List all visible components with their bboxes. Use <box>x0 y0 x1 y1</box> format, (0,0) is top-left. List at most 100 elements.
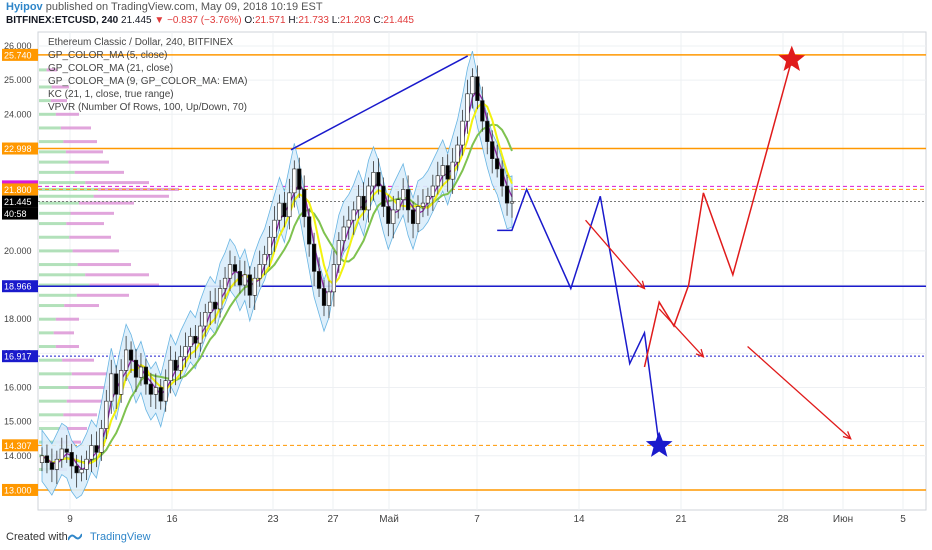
candle-body <box>321 288 327 306</box>
vpvr-down-bar <box>60 126 91 130</box>
legend-vpvr[interactable]: VPVR (Number Of Rows, 100, Up/Down, 70) <box>48 102 247 113</box>
publish-header: Hyipov published on TradingView.com, May… <box>6 1 323 15</box>
candle-body <box>401 189 406 200</box>
vpvr-up-bar <box>39 249 73 253</box>
candle-body <box>430 185 435 197</box>
candle-body <box>114 373 119 395</box>
vpvr-up-bar <box>39 112 56 116</box>
price-level-label-bg <box>2 142 38 155</box>
vpvr-up-bar <box>39 386 69 389</box>
vpvr-up-bar <box>39 293 77 297</box>
vpvr-down-bar <box>72 249 119 253</box>
author-name[interactable]: Hyipov <box>6 1 43 13</box>
candle-body <box>64 448 69 453</box>
x-tick-label: 5 <box>900 514 906 525</box>
red-arrow-head <box>636 280 646 290</box>
candle-body <box>316 271 322 289</box>
vpvr-up-bar <box>39 273 86 277</box>
candle-body <box>133 359 139 378</box>
ohlc-close-label: C: <box>373 15 384 26</box>
ohlc-high: 21.733 <box>298 15 329 26</box>
vpvr-down-bar <box>63 140 97 144</box>
tradingview-link[interactable]: TradingView <box>90 531 151 543</box>
symbol-header: BITFINEX:ETCUSD, 240 21.445 ▼ −0.837 (−3… <box>6 15 414 28</box>
candle-body <box>376 172 381 187</box>
candle-body <box>312 243 317 272</box>
vpvr-down-bar <box>85 181 149 185</box>
vpvr-down-bar <box>64 304 99 308</box>
vpvr-up-bar <box>39 222 67 226</box>
ohlc-open: 21.571 <box>254 15 286 26</box>
candle-body <box>272 219 277 238</box>
vpvr-up-bar <box>39 160 69 164</box>
red-arrow-head <box>842 431 852 440</box>
candle-body <box>292 168 297 194</box>
candle-body <box>237 271 242 286</box>
candle-body <box>326 291 332 306</box>
candle-body <box>222 277 228 289</box>
candle-body <box>148 383 153 395</box>
candle-body <box>257 264 262 279</box>
candle-body <box>54 458 59 470</box>
x-tick-label: 16 <box>166 514 178 525</box>
candle-body <box>470 76 475 95</box>
legend-ma5[interactable]: GP_COLOR_MA (5, close) <box>48 50 168 61</box>
vpvr-down-bar <box>51 85 69 89</box>
candle-body <box>480 100 485 122</box>
vpvr-up-bar <box>39 99 51 103</box>
legend-series-title[interactable]: Ethereum Classic / Dollar, 240, BITFINEX <box>48 37 234 48</box>
candle-body <box>158 387 163 402</box>
candle-body <box>69 452 74 467</box>
red-arrow-line <box>658 308 704 358</box>
candle-body <box>371 172 376 187</box>
vpvr-down-bar <box>69 235 111 239</box>
candle-body <box>252 277 257 296</box>
candle-body <box>396 199 401 211</box>
candle-body <box>490 141 495 159</box>
candle-body <box>109 373 114 402</box>
candle-body <box>420 202 426 207</box>
candle-body <box>84 458 89 470</box>
vpvr-down-bar <box>68 160 109 164</box>
candle-body <box>307 216 312 245</box>
candle-body <box>168 359 173 381</box>
candle-body <box>74 465 79 474</box>
candle-body <box>153 387 158 395</box>
price-level-label-bg <box>2 483 38 496</box>
candle-body <box>173 359 178 371</box>
candle-body <box>94 445 99 453</box>
vpvr-up-bar <box>39 358 63 362</box>
vpvr-up-bar <box>39 170 75 174</box>
candle-body <box>119 370 124 395</box>
vpvr-up-bar <box>39 283 90 287</box>
legend-ma21[interactable]: GP_COLOR_MA (21, close) <box>48 63 174 74</box>
candle-body <box>193 335 198 344</box>
candle-body <box>198 325 203 344</box>
candle-body <box>59 448 64 460</box>
vpvr-up-bar <box>39 126 61 130</box>
vpvr-down-bar <box>66 222 104 226</box>
vpvr-up-bar <box>39 201 79 205</box>
price-level-label: 21.800 <box>4 185 32 195</box>
y-tick-label: 25.000 <box>4 75 32 85</box>
candle-body <box>485 120 490 142</box>
vpvr-down-bar <box>68 386 109 389</box>
vpvr-down-bar <box>50 99 67 103</box>
candle-body <box>124 349 129 371</box>
legend-ma9-ema[interactable]: GP_COLOR_MA (9, GP_COLOR_MA: EMA) <box>48 76 248 87</box>
y-tick-label: 20.000 <box>4 246 32 256</box>
candle-body <box>49 462 54 470</box>
candle-body <box>79 469 84 474</box>
vpvr-up-bar <box>39 263 78 267</box>
red-arrow-head <box>695 348 705 358</box>
vpvr-down-bar <box>76 293 129 297</box>
x-tick-label: 21 <box>675 514 687 525</box>
price-level-label: 21.445 <box>4 197 32 207</box>
candle-body <box>445 165 450 180</box>
candle-body <box>450 161 455 180</box>
legend-kc[interactable]: KC (21, 1, close, true range) <box>48 89 174 100</box>
vpvr-up-bar <box>39 304 65 308</box>
price-level-label-bg <box>2 439 38 452</box>
candle-body <box>331 264 336 293</box>
